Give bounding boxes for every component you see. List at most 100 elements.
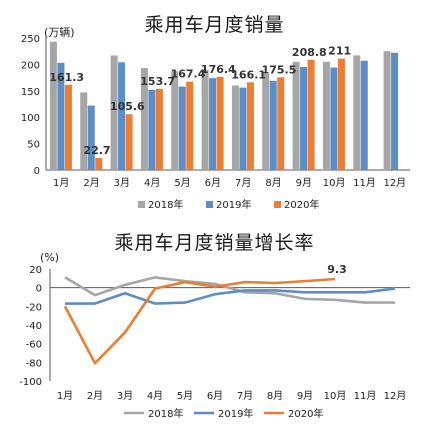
bar-2019年-1月: [57, 62, 65, 171]
bar-2019年-9月: [300, 67, 308, 170]
data-label: 166.1: [231, 68, 266, 81]
bar-2020年-9月: [307, 59, 315, 170]
bar-2018年-8月: [262, 73, 270, 170]
x-tick-label: 1月: [53, 177, 69, 189]
y-tick-label: -60: [26, 340, 42, 351]
x-tick-label: 5月: [177, 390, 193, 402]
x-tick-label: 9月: [296, 177, 312, 189]
y-tick-label: 0: [34, 166, 40, 177]
bar-2018年-10月: [322, 61, 330, 171]
bar-2019年-5月: [178, 86, 186, 170]
y-tick-label: 250: [21, 34, 40, 45]
bar-2020年-5月: [186, 81, 194, 170]
x-tick-label: 3月: [114, 177, 130, 189]
x-tick-label: 9月: [297, 390, 313, 402]
y-tick-label: 20: [29, 265, 42, 276]
bar-2020年-10月: [337, 58, 345, 171]
legend-label: 2018年: [148, 407, 183, 420]
bar-2018年-9月: [292, 61, 300, 171]
data-label: 161.3: [49, 71, 84, 84]
data-label: 167.4: [171, 68, 206, 81]
bar-2020年-8月: [277, 77, 285, 170]
data-label: 105.6: [110, 100, 145, 113]
bar-2018年-3月: [110, 55, 118, 171]
bar-2019年-12月: [391, 52, 399, 171]
x-tick-label: 4月: [144, 177, 160, 189]
x-tick-label: 8月: [267, 390, 283, 402]
bar-2020年-6月: [216, 76, 224, 170]
bar-2020年-1月: [64, 84, 72, 170]
bar-2018年-4月: [140, 68, 148, 170]
x-tick-label: 7月: [237, 390, 253, 402]
bar-2019年-10月: [330, 67, 338, 170]
data-label: 175.5: [262, 63, 297, 76]
bar-2020年-7月: [246, 82, 254, 170]
bar-2018年-7月: [231, 85, 239, 170]
legend-label: 2020年: [288, 407, 323, 420]
y-tick-label: -20: [26, 302, 42, 313]
bar-2019年-8月: [269, 80, 277, 170]
legend-label: 2019年: [218, 407, 253, 420]
legend-swatch-2020年: [274, 201, 281, 208]
x-tick-label: 8月: [265, 177, 281, 189]
bar-2018年-12月: [383, 51, 391, 171]
bar-2018年-2月: [80, 92, 88, 170]
line-chart: 20 0 -20 -40 -60 -80 -100 1月 2月 3月 4月 5月 6月 7月 8月 9月 10月…: [19, 263, 410, 420]
y-tick-label: 150: [21, 87, 40, 98]
y-tick-label: -80: [26, 358, 42, 369]
legend-label: 2019年: [216, 198, 251, 211]
x-tick-label: 4月: [147, 390, 163, 402]
bar-2020年-4月: [155, 88, 163, 170]
y-tick-label: 200: [21, 60, 40, 71]
line-series-2018年: [64, 276, 395, 304]
line-series-2020年: [63, 277, 336, 365]
bar-chart-unit: (万辆): [44, 26, 75, 39]
bar-chart: 0 50 100 150 200 250 1月 2月 3月 4月 5月 6月 7月 8月 9月 10月 11月 1…: [21, 34, 410, 211]
x-tick-label: 1月: [57, 390, 73, 402]
x-tick-label: 3月: [117, 390, 133, 402]
bar-2018年-5月: [171, 71, 179, 170]
x-tick-label: 10月: [323, 177, 346, 189]
data-label: 176.4: [201, 63, 236, 76]
bar-2019年-4月: [148, 89, 156, 170]
y-tick-label: -100: [19, 377, 42, 388]
x-tick-label: 11月: [354, 390, 377, 402]
line-chart-title: 乘用车月度销量增长率: [114, 232, 315, 254]
bar-2018年-11月: [353, 55, 361, 171]
bar-2018年-6月: [201, 69, 209, 170]
x-tick-label: 12月: [383, 177, 406, 189]
y-tick-label: 50: [27, 140, 40, 151]
data-label: 9.3: [327, 263, 347, 276]
bar-2018年-1月: [49, 41, 57, 170]
bar-2020年-3月: [125, 114, 133, 170]
line-chart-unit: (%): [40, 251, 60, 264]
data-label: 22.7: [83, 144, 110, 157]
legend-swatch-2018年: [138, 201, 145, 208]
legend-label: 2020年: [284, 198, 319, 211]
x-tick-label: 11月: [353, 177, 376, 189]
bar-2019年-3月: [118, 62, 126, 171]
y-tick-label: 0: [36, 284, 42, 295]
legend-label: 2018年: [148, 198, 183, 211]
x-tick-label: 2月: [87, 390, 103, 402]
x-tick-label: 12月: [384, 390, 407, 402]
y-tick-label: -40: [26, 321, 42, 332]
bar-2019年-11月: [360, 60, 368, 171]
x-tick-label: 7月: [235, 177, 251, 189]
line-series-2019年: [65, 287, 396, 305]
x-tick-label: 6月: [207, 390, 223, 402]
bar-2019年-6月: [209, 78, 217, 170]
x-tick-label: 2月: [83, 177, 99, 189]
bar-2020年-2月: [95, 158, 103, 170]
bar-2019年-2月: [87, 105, 95, 170]
data-label: 208.8: [292, 46, 327, 59]
x-tick-label: 10月: [324, 390, 347, 402]
bar-chart-title: 乘用车月度销量: [144, 14, 285, 36]
bar-2019年-7月: [239, 87, 247, 170]
y-tick-label: 100: [21, 113, 40, 124]
data-label: 211: [328, 45, 351, 58]
legend-swatch-2019年: [206, 201, 213, 208]
x-tick-label: 6月: [205, 177, 221, 189]
x-tick-label: 5月: [174, 177, 190, 189]
data-label: 153.7: [140, 75, 175, 88]
